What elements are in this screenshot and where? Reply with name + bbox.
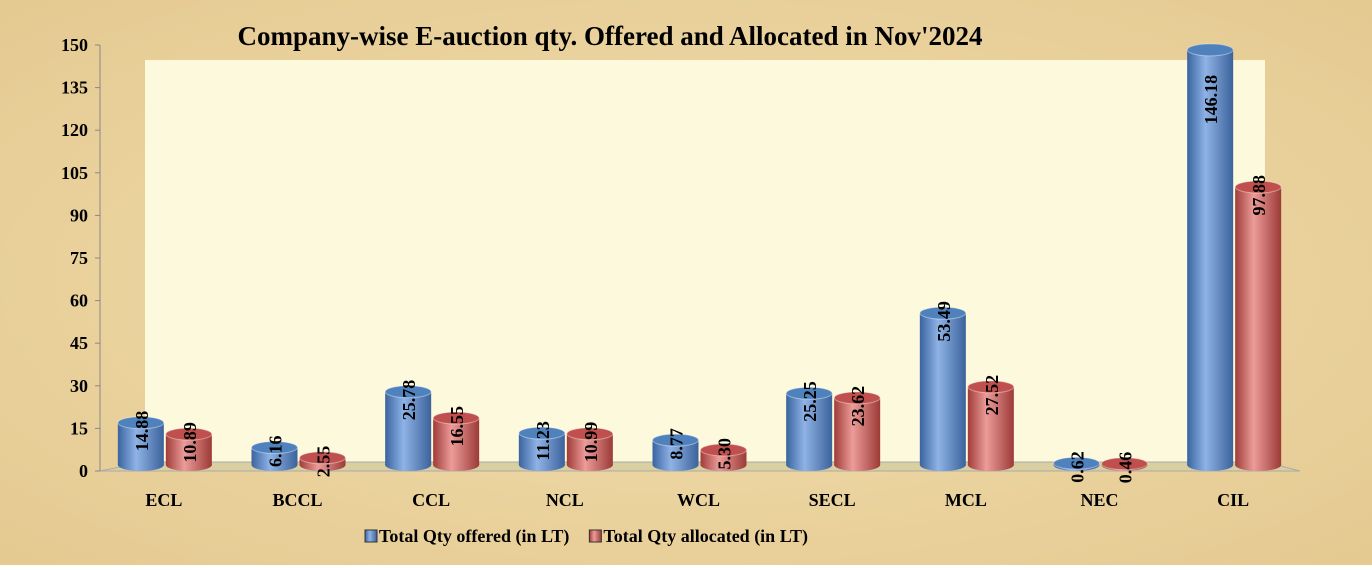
bar xyxy=(433,417,480,465)
x-tick-label: NCL xyxy=(546,490,584,510)
value-label: 23.62 xyxy=(848,386,868,427)
bar-base xyxy=(834,459,881,471)
bar xyxy=(967,386,1014,465)
bar-top xyxy=(384,385,432,399)
bar-base xyxy=(165,459,212,471)
y-tick-label: 75 xyxy=(70,248,88,268)
bar xyxy=(834,397,881,465)
bar-top xyxy=(117,416,165,430)
value-label: 25.78 xyxy=(399,380,419,421)
value-label: 25.25 xyxy=(800,381,820,422)
x-tick-label: WCL xyxy=(677,490,720,510)
bar-top xyxy=(833,391,881,405)
x-tick-label: CCL xyxy=(412,490,450,510)
x-tick-label: MCL xyxy=(945,490,987,510)
bar-top xyxy=(700,443,747,457)
bar-top xyxy=(652,433,699,447)
bar-top xyxy=(1234,180,1282,194)
bar-base xyxy=(251,459,298,471)
value-label: 27.52 xyxy=(982,375,1002,416)
y-tick-label: 45 xyxy=(70,333,88,353)
value-label: 97.88 xyxy=(1249,175,1269,216)
bar-base xyxy=(433,459,480,471)
bar-top xyxy=(1053,456,1100,470)
bar-top xyxy=(785,386,833,400)
bar-base xyxy=(117,459,164,471)
bar xyxy=(385,391,432,465)
y-tick-label: 105 xyxy=(61,163,88,183)
bar-base xyxy=(919,459,966,471)
bar-top xyxy=(967,380,1015,394)
bar xyxy=(919,313,966,465)
bar-base xyxy=(700,459,747,471)
x-tick-label: NEC xyxy=(1080,490,1118,510)
legend-swatch xyxy=(364,529,378,543)
y-tick-label: 120 xyxy=(61,120,88,140)
bar xyxy=(786,393,833,465)
bar-top xyxy=(299,451,346,465)
bar xyxy=(1235,187,1282,465)
bar-base xyxy=(786,459,833,471)
value-label: 2.55 xyxy=(314,446,334,478)
y-tick-label: 135 xyxy=(61,78,88,98)
value-label: 5.30 xyxy=(715,438,735,470)
legend-label: Total Qty offered (in LT) xyxy=(379,526,569,547)
bar-top xyxy=(1186,43,1234,57)
plot-wall xyxy=(145,60,1265,462)
bar-top xyxy=(432,411,480,425)
bar-base xyxy=(1235,459,1282,471)
value-label: 0.46 xyxy=(1116,452,1136,484)
chart-title: Company-wise E-auction qty. Offered and … xyxy=(237,21,982,51)
value-label: 6.16 xyxy=(266,436,286,468)
value-label: 16.55 xyxy=(447,406,467,447)
y-tick-label: 150 xyxy=(61,35,88,55)
legend-swatch xyxy=(588,529,602,543)
value-label: 146.18 xyxy=(1201,75,1221,125)
bar-top xyxy=(251,441,298,455)
bar-base xyxy=(566,459,613,471)
value-label: 10.99 xyxy=(581,422,601,463)
x-tick-label: ECL xyxy=(145,490,182,510)
value-label: 10.89 xyxy=(180,422,200,463)
bar-top xyxy=(1101,457,1148,471)
bar-base xyxy=(518,459,565,471)
value-label: 0.62 xyxy=(1068,451,1088,483)
value-label: 8.77 xyxy=(667,428,687,460)
bar-top xyxy=(165,427,213,441)
bar-base xyxy=(967,459,1014,471)
x-tick-label: CIL xyxy=(1217,490,1249,510)
bar-top xyxy=(518,426,566,440)
value-label: 53.49 xyxy=(934,301,954,342)
value-label: 11.23 xyxy=(533,421,553,461)
bar-base xyxy=(652,459,699,471)
bar xyxy=(117,422,164,465)
bar-top xyxy=(919,306,967,320)
y-tick-label: 15 xyxy=(70,418,88,438)
y-tick-label: 60 xyxy=(70,291,88,311)
y-tick-label: 0 xyxy=(79,461,88,481)
x-tick-label: SECL xyxy=(809,490,856,510)
y-tick-label: 90 xyxy=(70,205,88,225)
bar-top xyxy=(566,427,614,441)
legend-label: Total Qty allocated (in LT) xyxy=(603,526,808,547)
bar-base xyxy=(1187,459,1234,471)
x-tick-label: BCCL xyxy=(272,490,322,510)
value-label: 14.88 xyxy=(132,411,152,452)
bar xyxy=(1187,49,1234,465)
bar-base xyxy=(385,459,432,471)
y-tick-label: 30 xyxy=(70,376,88,396)
